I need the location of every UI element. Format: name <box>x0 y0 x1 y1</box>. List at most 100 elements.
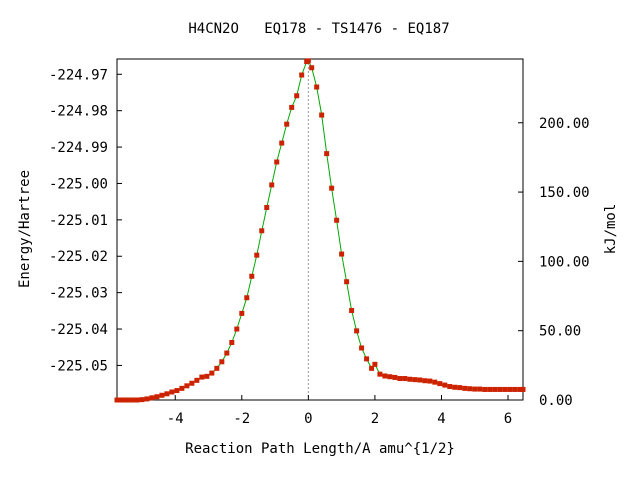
y-tick-label: -224.99 <box>49 140 108 156</box>
data-point <box>412 377 418 383</box>
data-point <box>305 58 311 64</box>
data-point <box>199 374 205 380</box>
chart-title: H4CN2O EQ178 - TS1476 - EQ187 <box>188 21 449 37</box>
data-point <box>377 371 383 377</box>
data-point <box>457 385 463 391</box>
data-point <box>417 377 423 383</box>
data-point <box>334 217 340 223</box>
data-point <box>432 379 438 385</box>
y-tick-label: -225.01 <box>49 213 108 229</box>
data-point <box>244 295 250 301</box>
x-tick-label: 0 <box>304 411 312 427</box>
x-tick-label: 4 <box>437 411 445 427</box>
y-axis-label: Energy/Hartree <box>17 170 33 288</box>
data-point <box>359 345 365 351</box>
data-point <box>387 374 393 380</box>
data-point <box>354 328 360 334</box>
data-point <box>184 383 190 389</box>
y2-tick-label: 200.00 <box>539 116 590 132</box>
data-point <box>369 365 375 371</box>
data-point <box>502 386 508 392</box>
data-point <box>269 182 275 188</box>
data-point <box>364 356 370 362</box>
axis-ticks: -4 -2 0 2 4 6 -224.97 -224.98 -224.99 -225.00 -225… <box>49 67 590 427</box>
data-point <box>349 307 355 313</box>
data-point <box>234 326 240 332</box>
data-point <box>164 391 170 397</box>
data-point <box>144 396 150 402</box>
data-point <box>179 385 185 391</box>
y2-axis-label: kJ/mol <box>603 204 619 255</box>
data-point <box>512 386 518 392</box>
data-point <box>194 377 200 383</box>
y2-tick-label: 100.00 <box>539 254 590 270</box>
data-point <box>204 373 210 379</box>
x-axis-label: Reaction Path Length/A amu^{1/2} <box>185 441 455 457</box>
data-point <box>497 386 503 392</box>
data-point <box>229 339 235 345</box>
data-point <box>214 365 220 371</box>
data-point <box>382 373 388 379</box>
data-point <box>344 279 350 285</box>
data-point <box>437 381 443 387</box>
data-point <box>402 376 408 382</box>
x-tick-label: 6 <box>504 411 512 427</box>
data-point <box>492 386 498 392</box>
y-tick-label: -224.98 <box>49 104 108 120</box>
y2-tick-label: 50.00 <box>539 324 581 340</box>
data-point <box>314 84 320 90</box>
data-point <box>259 228 265 234</box>
data-point <box>154 394 160 400</box>
data-point <box>219 359 225 365</box>
y-tick-label: -225.04 <box>49 322 108 338</box>
data-point <box>119 397 125 403</box>
data-point <box>427 378 433 384</box>
data-point <box>209 370 215 376</box>
plot-area-frame <box>116 58 524 401</box>
data-point <box>129 397 135 403</box>
data-point <box>422 378 428 384</box>
y2-tick-label: 0.00 <box>539 393 573 409</box>
x-tick-label: -2 <box>233 411 250 427</box>
series-group <box>114 58 526 403</box>
data-point <box>447 384 453 390</box>
data-point <box>324 151 330 157</box>
data-point <box>467 386 473 392</box>
data-point <box>299 72 305 78</box>
data-point <box>289 104 295 110</box>
data-point <box>407 376 413 382</box>
data-point <box>397 376 403 382</box>
data-point <box>309 65 315 71</box>
y-tick-label: -224.97 <box>49 67 108 83</box>
data-point <box>520 386 526 392</box>
data-point <box>482 386 488 392</box>
data-point <box>472 386 478 392</box>
data-point <box>329 185 335 191</box>
data-point <box>507 386 513 392</box>
y-tick-label: -225.05 <box>49 358 108 374</box>
data-point <box>159 392 165 398</box>
data-point <box>224 350 230 356</box>
data-point <box>134 397 140 403</box>
x-tick-label: -4 <box>167 411 184 427</box>
data-point <box>124 397 130 403</box>
data-point <box>169 389 175 395</box>
data-point <box>319 112 325 118</box>
data-point <box>149 395 155 401</box>
data-point <box>284 121 290 127</box>
y2-tick-label: 150.00 <box>539 185 590 201</box>
data-point <box>274 159 280 165</box>
data-point <box>189 380 195 386</box>
data-point <box>294 93 300 99</box>
x-tick-label: 2 <box>371 411 379 427</box>
data-point <box>249 273 255 279</box>
data-point <box>442 382 448 388</box>
data-point <box>392 374 398 380</box>
data-point <box>452 384 458 390</box>
data-point <box>339 251 345 257</box>
y-tick-label: -225.03 <box>49 286 108 302</box>
data-point <box>462 385 468 391</box>
data-point <box>264 204 270 210</box>
data-point <box>139 397 145 403</box>
